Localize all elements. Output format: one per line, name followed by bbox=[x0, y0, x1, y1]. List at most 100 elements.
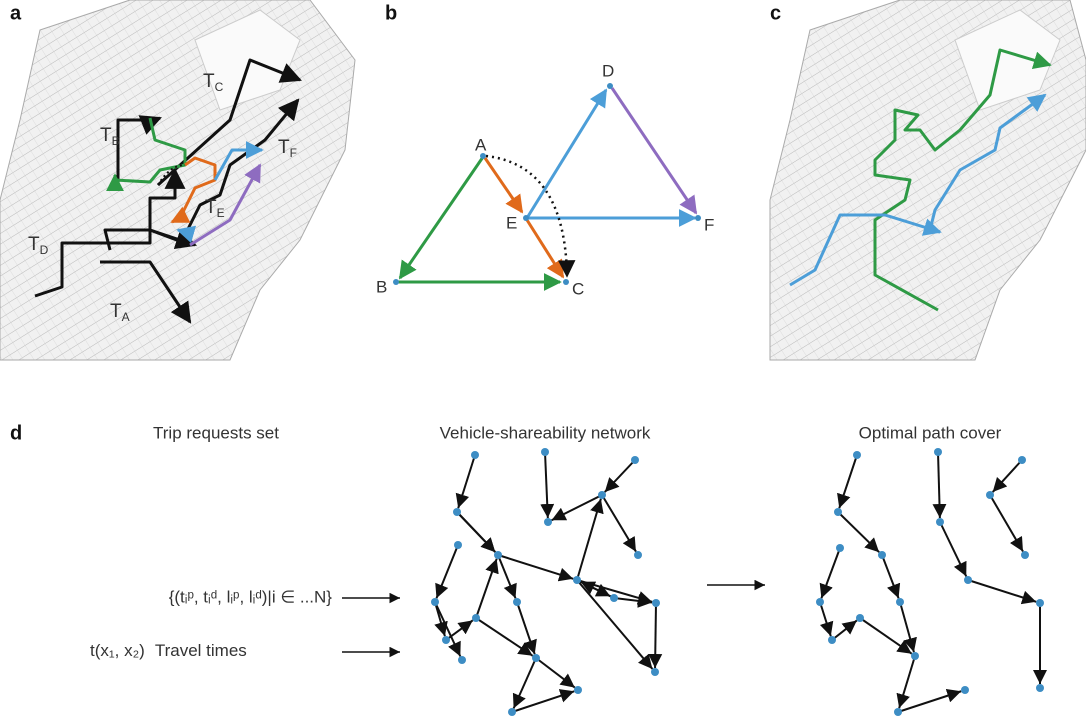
trip-label-main: T bbox=[110, 301, 122, 322]
trip-label-sub: B bbox=[112, 134, 120, 148]
network-edge bbox=[939, 521, 968, 577]
network-node bbox=[610, 594, 618, 602]
trip-label-main: T bbox=[203, 71, 215, 92]
network-node bbox=[1021, 551, 1029, 559]
network-node bbox=[1036, 684, 1044, 692]
network-node bbox=[834, 508, 842, 516]
node-label: F bbox=[704, 215, 714, 234]
network-node bbox=[836, 544, 844, 552]
network-node bbox=[1018, 456, 1026, 464]
network-edge bbox=[881, 554, 901, 599]
network-node bbox=[934, 448, 942, 456]
network-node bbox=[828, 636, 836, 644]
network-node bbox=[598, 491, 606, 499]
network-node bbox=[454, 541, 462, 549]
network-edge bbox=[456, 511, 496, 553]
network-node bbox=[878, 551, 886, 559]
network-edge bbox=[837, 511, 880, 553]
network-node bbox=[936, 518, 944, 526]
map-a bbox=[0, 0, 356, 361]
network-edge bbox=[897, 688, 962, 713]
network-edge bbox=[435, 544, 459, 599]
network-node bbox=[453, 508, 461, 516]
formula-text: Travel times bbox=[155, 641, 247, 660]
network-node bbox=[896, 598, 904, 606]
trip-label-sub: C bbox=[215, 80, 224, 94]
network-node bbox=[431, 598, 439, 606]
network-node bbox=[442, 636, 450, 644]
graph-b-nodes bbox=[393, 83, 701, 285]
trip-label: TC bbox=[203, 71, 224, 94]
trip-label: TD bbox=[28, 234, 49, 257]
network-edge bbox=[819, 601, 834, 637]
network-node bbox=[574, 686, 582, 694]
network-node bbox=[472, 614, 480, 622]
network-node bbox=[544, 518, 552, 526]
network-node bbox=[634, 551, 642, 559]
network-node bbox=[631, 456, 639, 464]
network-node bbox=[541, 448, 549, 456]
network-node bbox=[894, 708, 902, 716]
network-node bbox=[532, 654, 540, 662]
network-edge bbox=[899, 601, 917, 653]
networks bbox=[431, 448, 1047, 716]
network-edge bbox=[896, 655, 916, 709]
network-edge bbox=[475, 617, 534, 657]
trip-label-sub: D bbox=[40, 243, 49, 257]
network-node bbox=[1036, 599, 1044, 607]
routes-c bbox=[789, 48, 1052, 312]
trip-label-sub: F bbox=[290, 146, 297, 160]
network-edge bbox=[859, 617, 913, 655]
network-edge bbox=[576, 498, 604, 581]
network-edge bbox=[497, 554, 517, 599]
network-node bbox=[651, 668, 659, 676]
node-label: D bbox=[602, 61, 614, 80]
panel-letter: d bbox=[10, 422, 22, 444]
network-node bbox=[494, 551, 502, 559]
network-edge bbox=[932, 451, 947, 519]
node-label: A bbox=[475, 135, 487, 154]
flow-arrows bbox=[342, 579, 765, 658]
heading: Optimal path cover bbox=[859, 423, 1002, 442]
network-edge bbox=[551, 494, 603, 522]
network-node bbox=[911, 652, 919, 660]
network-edge bbox=[601, 494, 637, 553]
heading: Vehicle-shareability network bbox=[440, 423, 651, 442]
network-node bbox=[961, 686, 969, 694]
formula: t(x₁, x₂) Travel times bbox=[90, 641, 247, 660]
network-node bbox=[853, 451, 861, 459]
network-node bbox=[513, 598, 521, 606]
trip-label-sub: A bbox=[122, 310, 130, 324]
map-c bbox=[769, 0, 1086, 361]
network-edge bbox=[580, 580, 615, 599]
panel-letter: c bbox=[770, 2, 781, 24]
graph-b-edges bbox=[398, 87, 698, 291]
network-edge bbox=[604, 459, 636, 493]
network-node bbox=[458, 656, 466, 664]
node-label: E bbox=[506, 213, 517, 232]
network-edge bbox=[535, 657, 576, 689]
trip-label: TB bbox=[100, 125, 120, 148]
routes-a bbox=[34, 58, 302, 324]
network-edge bbox=[831, 619, 858, 641]
network-node bbox=[856, 614, 864, 622]
network-edge bbox=[497, 554, 574, 582]
network-edge bbox=[837, 454, 858, 509]
network-edge bbox=[445, 619, 474, 641]
network-node bbox=[573, 576, 581, 584]
network-node bbox=[964, 576, 972, 584]
network-node bbox=[471, 451, 479, 459]
panel-letter: a bbox=[10, 2, 22, 24]
network-edge bbox=[991, 459, 1023, 493]
network-node bbox=[508, 708, 516, 716]
network-edge bbox=[512, 657, 537, 709]
trip-label-sub: E bbox=[217, 206, 225, 220]
panel-letter: b bbox=[385, 2, 397, 24]
network-edge bbox=[967, 579, 1037, 605]
formula: {(tᵢᵖ, tᵢᵈ, lᵢᵖ, lᵢᵈ)|i ∈ ...N} bbox=[169, 587, 333, 606]
node-label: B bbox=[376, 277, 387, 296]
trip-label: TE bbox=[205, 197, 225, 220]
network-edge bbox=[434, 601, 462, 657]
network-edge bbox=[576, 579, 654, 670]
